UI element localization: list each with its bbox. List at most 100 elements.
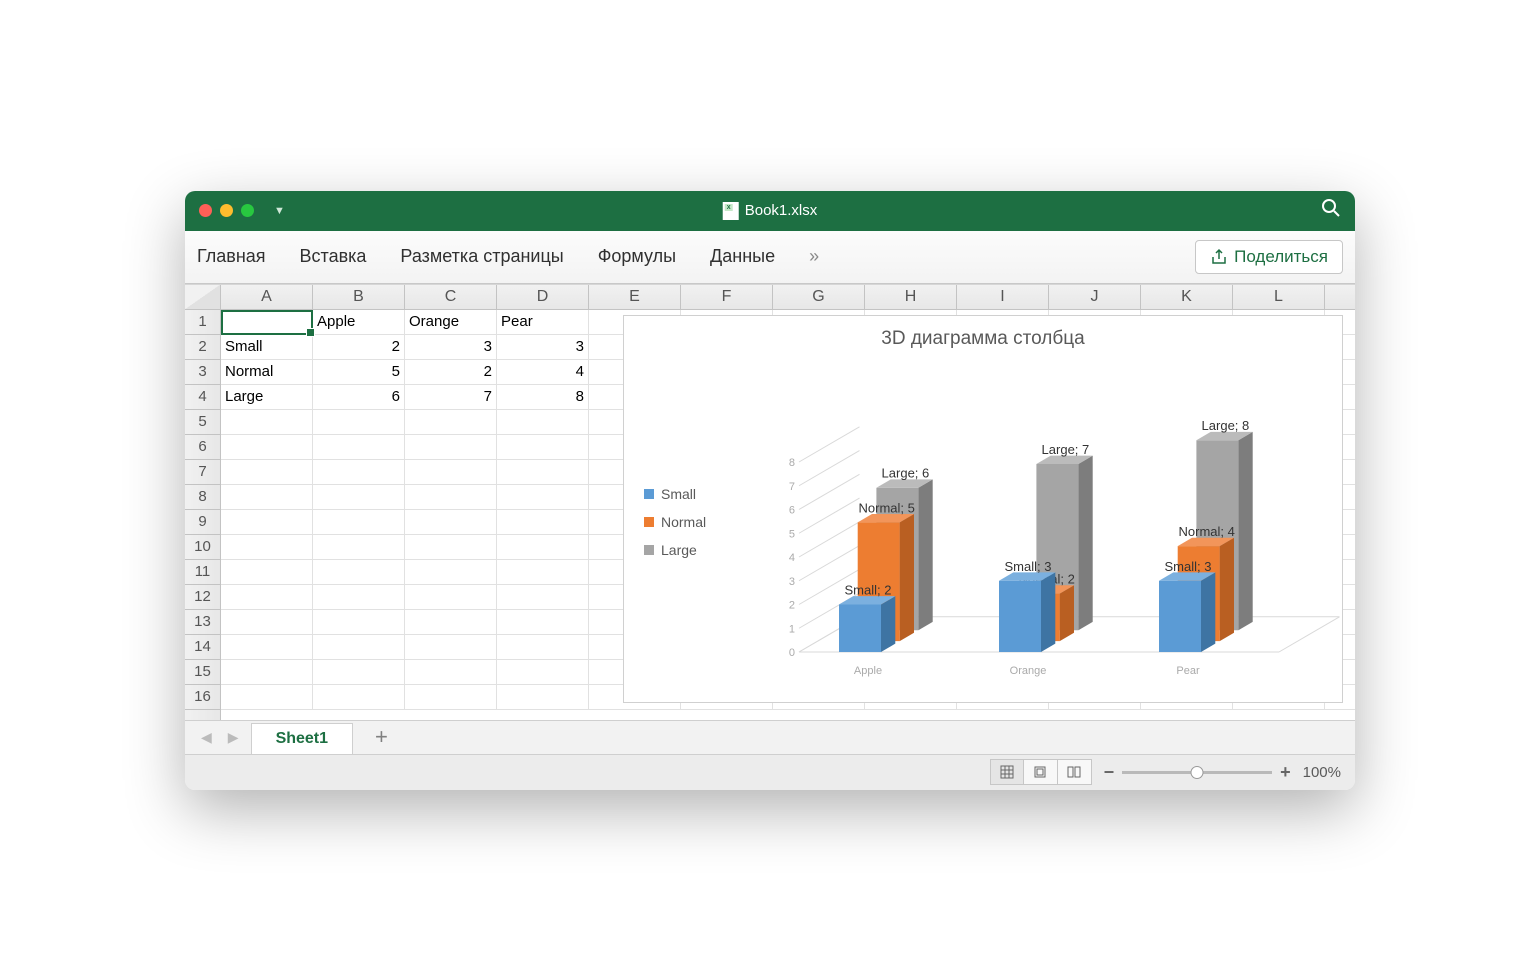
cell[interactable] [405, 560, 497, 584]
zoom-thumb[interactable] [1191, 766, 1204, 779]
col-header[interactable]: L [1233, 285, 1325, 309]
cell[interactable] [497, 485, 589, 509]
row-header[interactable]: 14 [185, 635, 220, 660]
zoom-window-button[interactable] [241, 204, 254, 217]
row-header[interactable]: 3 [185, 360, 220, 385]
cell[interactable] [313, 410, 405, 434]
ribbon-tab-pagelayout[interactable]: Разметка страницы [400, 246, 563, 267]
cell[interactable] [405, 535, 497, 559]
cell[interactable] [313, 435, 405, 459]
cell[interactable] [497, 535, 589, 559]
col-header[interactable]: D [497, 285, 589, 309]
cell[interactable] [497, 410, 589, 434]
cell[interactable] [221, 560, 313, 584]
cell[interactable]: Large [221, 385, 313, 409]
row-header[interactable]: 16 [185, 685, 220, 710]
cell[interactable]: Small [221, 335, 313, 359]
col-header[interactable]: J [1049, 285, 1141, 309]
ribbon-tab-formulas[interactable]: Формулы [598, 246, 676, 267]
row-header[interactable]: 1 [185, 310, 220, 335]
cell[interactable] [497, 610, 589, 634]
minimize-window-button[interactable] [220, 204, 233, 217]
cell[interactable] [405, 660, 497, 684]
cell[interactable]: 3 [497, 335, 589, 359]
zoom-value[interactable]: 100% [1303, 764, 1341, 781]
cell[interactable]: Orange [405, 310, 497, 334]
cell[interactable] [221, 510, 313, 534]
cell[interactable] [405, 635, 497, 659]
cell[interactable]: 2 [405, 360, 497, 384]
ribbon-tab-home[interactable]: Главная [197, 246, 266, 267]
col-header[interactable]: I [957, 285, 1049, 309]
cell[interactable] [405, 510, 497, 534]
cell[interactable] [221, 310, 313, 334]
col-header[interactable]: G [773, 285, 865, 309]
cell[interactable] [405, 460, 497, 484]
cell[interactable] [313, 660, 405, 684]
zoom-in-button[interactable]: + [1280, 762, 1291, 783]
view-normal-button[interactable] [990, 759, 1024, 785]
cell[interactable]: Pear [497, 310, 589, 334]
cell[interactable]: 4 [497, 360, 589, 384]
row-header[interactable]: 12 [185, 585, 220, 610]
cell[interactable]: 5 [313, 360, 405, 384]
sheet-nav-prev[interactable]: ◀ [197, 729, 216, 746]
row-header[interactable]: 2 [185, 335, 220, 360]
col-header[interactable]: B [313, 285, 405, 309]
sheet-tab-active[interactable]: Sheet1 [251, 723, 353, 754]
row-header[interactable]: 13 [185, 610, 220, 635]
cell[interactable] [221, 435, 313, 459]
cell[interactable] [405, 685, 497, 709]
cell[interactable] [313, 610, 405, 634]
cell[interactable] [221, 610, 313, 634]
ribbon-more-tabs[interactable]: » [809, 246, 819, 267]
view-pagebreak-button[interactable] [1058, 759, 1092, 785]
cell[interactable] [221, 460, 313, 484]
cell[interactable] [497, 635, 589, 659]
share-button[interactable]: Поделиться [1195, 240, 1343, 274]
col-header[interactable]: K [1141, 285, 1233, 309]
cell[interactable] [497, 460, 589, 484]
zoom-out-button[interactable]: − [1104, 762, 1115, 783]
cell[interactable] [313, 685, 405, 709]
cell[interactable] [221, 535, 313, 559]
cell[interactable] [221, 585, 313, 609]
cell[interactable] [313, 510, 405, 534]
zoom-slider[interactable] [1122, 771, 1272, 774]
chart-object[interactable]: 3D диаграмма столбца SmallNormalLarge 01… [623, 315, 1343, 703]
cell[interactable]: Apple [313, 310, 405, 334]
ribbon-tab-insert[interactable]: Вставка [300, 246, 367, 267]
col-header[interactable]: F [681, 285, 773, 309]
cell[interactable] [405, 610, 497, 634]
row-header[interactable]: 5 [185, 410, 220, 435]
cell[interactable] [313, 460, 405, 484]
cell[interactable] [497, 560, 589, 584]
col-header[interactable]: E [589, 285, 681, 309]
view-pagelayout-button[interactable] [1024, 759, 1058, 785]
row-header[interactable]: 8 [185, 485, 220, 510]
cell[interactable]: 2 [313, 335, 405, 359]
cell[interactable] [313, 485, 405, 509]
cell[interactable] [497, 510, 589, 534]
quick-access-toggle[interactable]: ▼ [274, 205, 287, 217]
row-header[interactable]: 10 [185, 535, 220, 560]
cell[interactable] [313, 535, 405, 559]
cell[interactable] [313, 635, 405, 659]
cell[interactable] [497, 585, 589, 609]
ribbon-tab-data[interactable]: Данные [710, 246, 775, 267]
cell[interactable]: 3 [405, 335, 497, 359]
row-header[interactable]: 15 [185, 660, 220, 685]
row-header[interactable]: 6 [185, 435, 220, 460]
close-window-button[interactable] [199, 204, 212, 217]
row-header[interactable]: 7 [185, 460, 220, 485]
sheet-nav-next[interactable]: ▶ [224, 729, 243, 746]
cell[interactable] [405, 435, 497, 459]
cell[interactable] [221, 635, 313, 659]
col-header[interactable]: C [405, 285, 497, 309]
add-sheet-button[interactable]: + [361, 724, 402, 750]
cell[interactable] [221, 660, 313, 684]
cell[interactable]: 6 [313, 385, 405, 409]
cell[interactable] [313, 585, 405, 609]
row-header[interactable]: 4 [185, 385, 220, 410]
cell[interactable] [221, 685, 313, 709]
